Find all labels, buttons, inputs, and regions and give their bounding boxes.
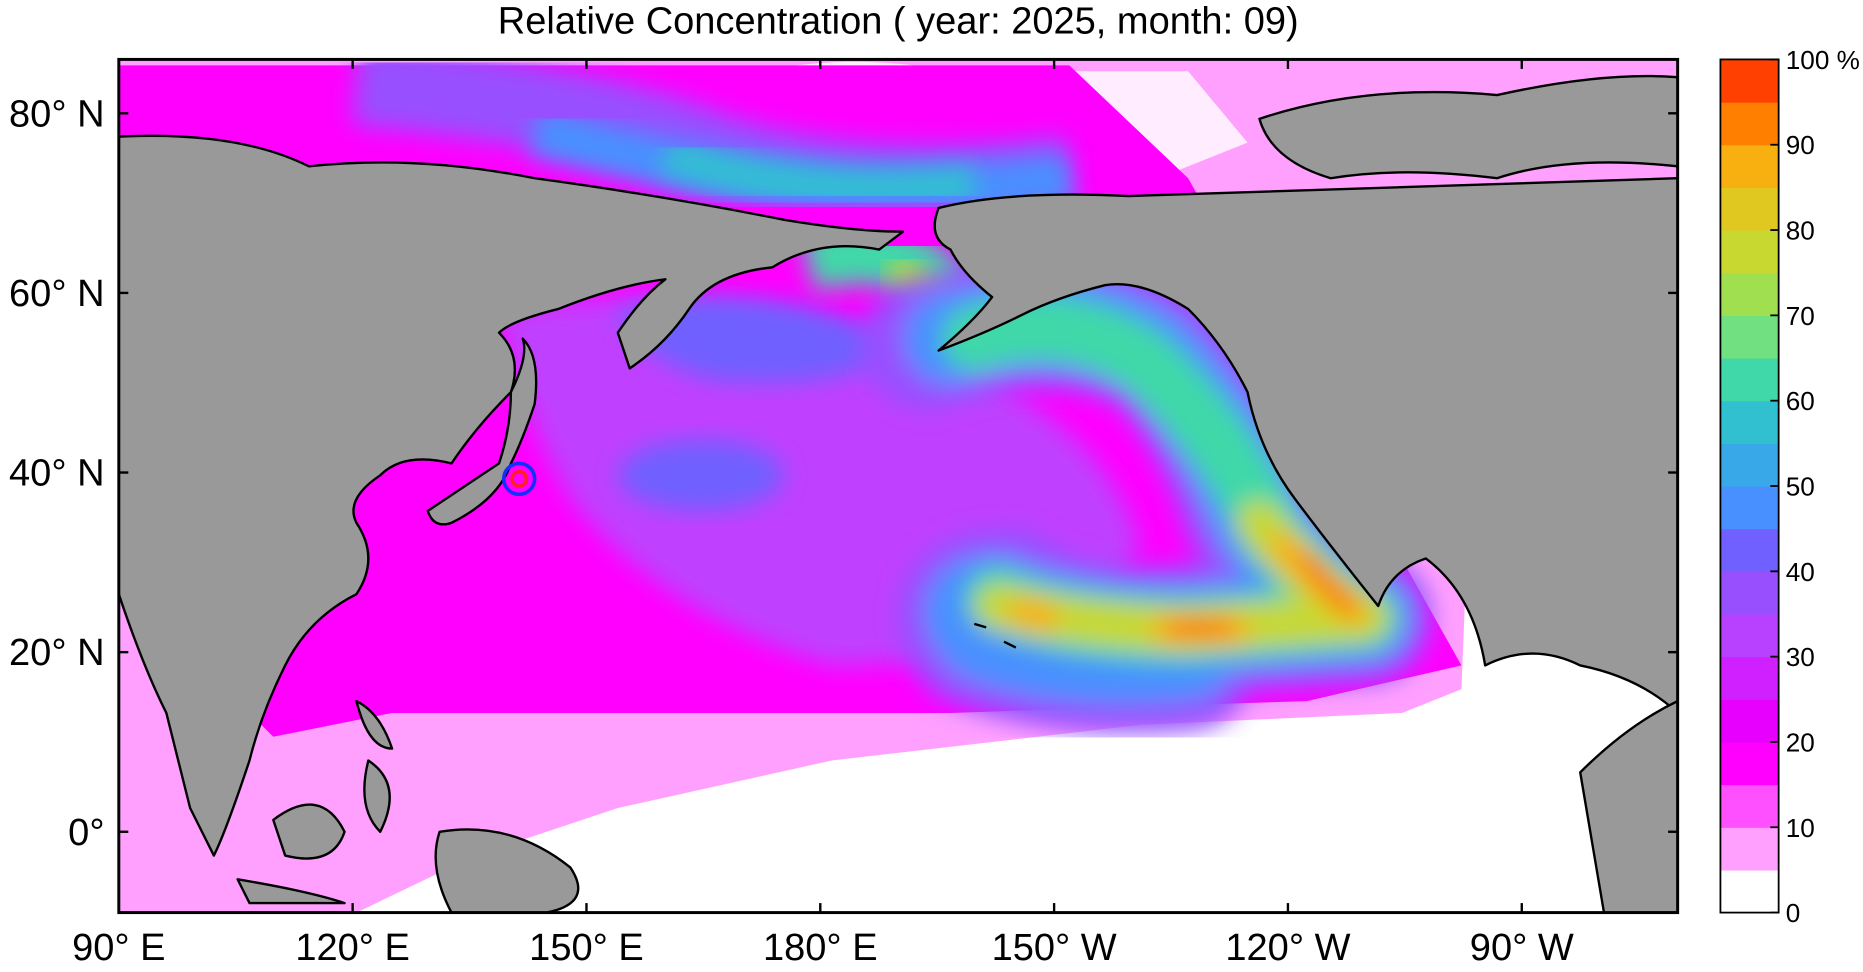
x-tick-label: 180° E	[763, 927, 878, 969]
y-tick-label: 80° N	[9, 93, 105, 135]
site-marker-outer	[501, 461, 537, 497]
x-tick-label: 90° W	[1470, 927, 1574, 969]
site-marker-inner	[510, 469, 529, 488]
colorbar-bin	[1720, 613, 1779, 658]
x-tick-label: 120° W	[1225, 927, 1350, 969]
colorbar-bin	[1720, 272, 1779, 316]
colorbar-bin	[1720, 230, 1779, 274]
colorbar-tick-label: 40	[1786, 557, 1815, 587]
colorbar-bin	[1720, 102, 1779, 146]
colorbar-tick-label: 50	[1786, 472, 1815, 502]
colorbar-tick-label: 20	[1786, 727, 1815, 757]
colorbar-bin	[1720, 869, 1779, 914]
colorbar-bin	[1720, 699, 1779, 743]
land	[118, 74, 1678, 913]
colorbar-tick-label: 80	[1786, 216, 1815, 246]
colorbar-tick-label: 0	[1786, 898, 1801, 928]
colorbar-bin	[1720, 827, 1779, 871]
colorbar-bin	[1720, 59, 1779, 103]
y-tick-label: 0°	[68, 812, 104, 854]
asia	[118, 134, 905, 857]
colorbar-tick-label: 90	[1786, 130, 1815, 160]
colorbar-bin	[1720, 571, 1779, 615]
colorbar-bin	[1720, 315, 1779, 359]
colorbar-bin	[1720, 443, 1779, 487]
southeast-asia	[236, 699, 580, 913]
x-tick-label: 150° W	[992, 927, 1117, 969]
colorbar-bin	[1720, 486, 1779, 530]
map-area	[118, 59, 1678, 913]
map-title: Relative Concentration ( year: 2025, mon…	[498, 0, 1299, 42]
colorbar-bin	[1720, 656, 1779, 700]
japan	[426, 337, 538, 526]
x-tick-label: 120° E	[295, 927, 410, 969]
map-frame	[117, 57, 1680, 915]
x-tick-label: 90° E	[72, 927, 165, 969]
colorbar-bin	[1720, 400, 1779, 444]
colorbar-bin	[1720, 187, 1779, 231]
colorbar-bin	[1720, 784, 1779, 828]
colorbar-tick-label: 60	[1786, 386, 1815, 416]
y-tick-label: 20° N	[9, 632, 105, 674]
colorbar-tick-label: 30	[1786, 642, 1815, 672]
colorbar-tick-label: 100 %	[1786, 45, 1860, 75]
colorbar-bin	[1720, 741, 1779, 786]
hawaii	[973, 622, 1017, 649]
colorbar-bin	[1720, 358, 1779, 402]
colorbar-tick-label: 70	[1786, 301, 1815, 331]
colorbar-tick-label: 10	[1786, 813, 1815, 843]
arctic-islands	[1258, 74, 1678, 180]
x-tick-label: 150° E	[529, 927, 644, 969]
y-tick-label: 40° N	[9, 453, 105, 495]
concentration-field	[118, 59, 1678, 913]
north-america	[933, 177, 1678, 715]
south-america	[1579, 699, 1678, 913]
colorbar-bin	[1720, 144, 1779, 188]
colorbar-bin	[1720, 528, 1779, 572]
y-tick-label: 60° N	[9, 273, 105, 315]
